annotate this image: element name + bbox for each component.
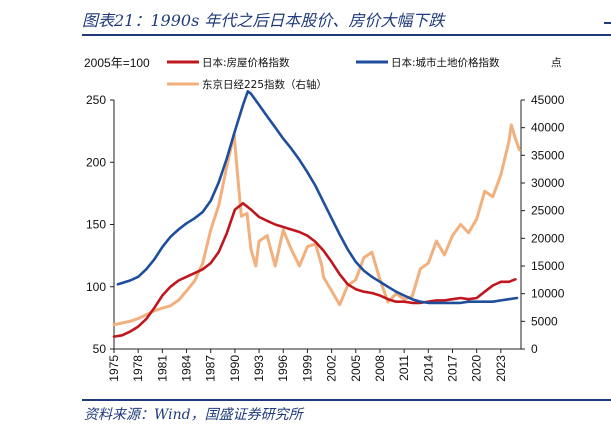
x-tick-label: 2005: [349, 355, 363, 382]
left-axis-label: 2005年=100: [84, 56, 150, 70]
x-tick-label: 1987: [204, 355, 218, 382]
chart-series: [112, 90, 521, 338]
series-line-0: [112, 202, 517, 338]
left-tick-label: 150: [86, 218, 106, 232]
top-divider: [82, 34, 611, 36]
x-tick-label: 2002: [325, 355, 339, 382]
right-tick-label: 10000: [531, 287, 565, 301]
x-tick-label: 1999: [300, 355, 314, 382]
right-tick-label: 20000: [531, 231, 565, 245]
x-tick-label: 2008: [373, 355, 387, 382]
series-line-2: [112, 123, 521, 327]
x-tick-label: 1984: [180, 355, 194, 382]
x-tick-label: 1990: [228, 355, 242, 382]
series-line-1: [116, 90, 519, 305]
divider-stub: [604, 22, 611, 24]
x-tick-label: 2020: [470, 355, 484, 382]
right-tick-label: 25000: [531, 204, 565, 218]
x-tick-label: 1993: [252, 355, 266, 382]
legend-label-1: 日本:城市土地价格指数: [391, 56, 500, 69]
right-tick-label: 45000: [531, 93, 565, 107]
x-tick-label: 1981: [155, 355, 169, 382]
legend-label-0: 日本:房屋价格指数: [202, 56, 290, 69]
x-tick-label: 1978: [131, 355, 145, 382]
right-tick-label: 40000: [531, 121, 565, 135]
left-tick-label: 100: [86, 280, 106, 294]
left-tick-label: 250: [86, 93, 106, 107]
right-tick-label: 5000: [531, 314, 558, 328]
left-tick-label: 50: [93, 342, 107, 356]
x-tick-label: 2017: [445, 355, 459, 382]
x-tick-label: 1975: [107, 355, 121, 382]
right-tick-label: 35000: [531, 148, 565, 162]
right-tick-label: 15000: [531, 259, 565, 273]
right-axis-label: 点: [551, 57, 562, 69]
x-tick-label: 2014: [421, 355, 435, 382]
x-tick-label: 2011: [397, 355, 411, 381]
x-tick-label: 1996: [276, 355, 290, 382]
right-tick-label: 0: [531, 342, 538, 356]
x-tick-label: 2023: [494, 355, 508, 382]
chart-title: 图表21：1990s 年代之后日本股价、房价大幅下跌: [82, 11, 445, 30]
left-tick-label: 200: [86, 155, 106, 169]
bottom-divider: [82, 399, 611, 401]
source-note: 资料来源：Wind，国盛证券研究所: [84, 407, 303, 423]
right-tick-label: 30000: [531, 176, 565, 190]
chart-axes: 50 100 150 200 250 0 5000 10000 15000 20000 25000 3…: [84, 56, 565, 382]
legend-label-2: 东京日经225指数（右轴）: [202, 78, 327, 91]
